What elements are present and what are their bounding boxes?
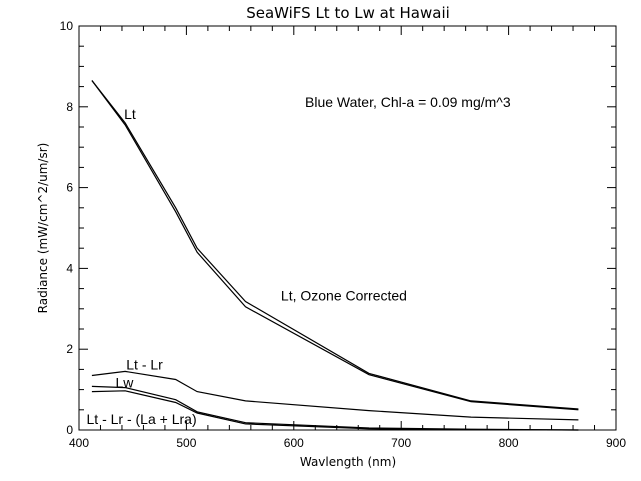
y-tick-label: 4 [66,261,73,275]
series-label-lt-lr-la-lra: Lt - Lr - (La + Lra) [87,411,197,427]
series-label-lw: Lw [116,375,135,391]
y-axis-label: Radiance (mW/cm^2/um/sr) [36,143,50,314]
x-tick-label: 800 [499,436,519,450]
x-tick-label: 400 [69,436,89,450]
y-tick-label: 0 [66,423,73,437]
y-tick-label: 2 [66,342,73,356]
x-tick-label: 600 [284,436,304,450]
plot-layer: 400 500 600 700 800 900 0 2 4 6 8 10 Lt Lt, Ozone Cor… [60,19,627,450]
series-label-lt: Lt [124,106,136,122]
series-label-lt-ozone-corrected: Lt, Ozone Corrected [281,288,407,304]
chart-title: SeaWiFS Lt to Lw at Hawaii [246,4,450,22]
y-tick-label: 10 [60,19,74,33]
x-tick-label: 700 [391,436,411,450]
series-line-lt [91,80,579,410]
x-tick-label: 500 [176,436,196,450]
series-line-lt-ozone-corrected [91,80,579,411]
series-label-lt-lr: Lt - Lr [126,356,163,372]
chart-annotation: Blue Water, Chl-a = 0.09 mg/m^3 [305,94,511,110]
series-line-lt-lr-la-lra [91,390,579,431]
series-line-lt-lr [91,370,579,421]
x-axis-label: Wavlength (nm) [300,455,396,469]
y-tick-label: 6 [66,181,73,195]
x-tick-label: 900 [606,436,626,450]
y-tick-label: 8 [66,100,73,114]
